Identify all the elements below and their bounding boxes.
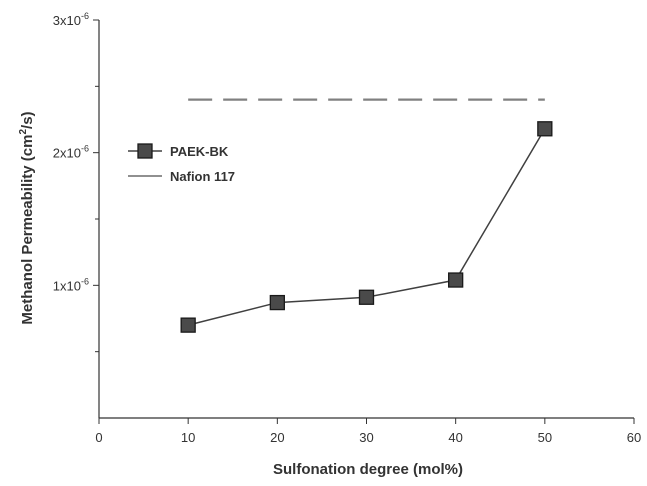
x-tick-label: 20 — [270, 430, 284, 445]
y-tick-exponent: -6 — [81, 11, 89, 21]
axes — [98, 20, 634, 419]
legend-nafion-117-label: Nafion 117 — [170, 169, 235, 184]
paek-bk-point — [537, 121, 553, 137]
y-tick-mantissa: 2x10 — [53, 146, 81, 161]
x-axis-title: Sulfonation degree (mol%) — [273, 461, 463, 478]
paek-bk-point — [180, 317, 196, 333]
y-axis-title-main: Methanol Permeability (cm — [19, 135, 36, 325]
x-tick-label: 30 — [359, 430, 373, 445]
y-tick-label: 2x10-6 — [53, 144, 89, 161]
x-tick-label: 50 — [538, 430, 552, 445]
x-tick-label: 10 — [181, 430, 195, 445]
y-tick-exponent: -6 — [81, 144, 89, 154]
legend-paek-bk-label: PAEK-BK — [170, 144, 229, 159]
y-tick-mantissa: 3x10 — [53, 13, 81, 28]
legend-paek-bk-marker — [137, 143, 153, 159]
y-tick-label: 3x10-6 — [53, 11, 89, 28]
y-tick-label: 1x10-6 — [53, 276, 89, 293]
y-tick-mantissa: 1x10 — [53, 278, 81, 293]
x-tick-label: 40 — [448, 430, 462, 445]
y-axis-title: Methanol Permeability (cm2/s) — [18, 111, 36, 324]
paek-bk-point — [448, 272, 464, 288]
y-tick-exponent: -6 — [81, 276, 89, 286]
y-axis-title-end: /s) — [19, 111, 36, 129]
paek-bk-point — [269, 294, 285, 311]
legend: PAEK-BK Nafion 117 — [128, 143, 235, 184]
paek-bk-point — [358, 289, 375, 305]
x-tick-label: 0 — [95, 430, 102, 445]
series-layer — [180, 98, 553, 333]
y-axis-title-sup: 2 — [18, 129, 29, 135]
x-tick-label: 60 — [627, 430, 641, 445]
